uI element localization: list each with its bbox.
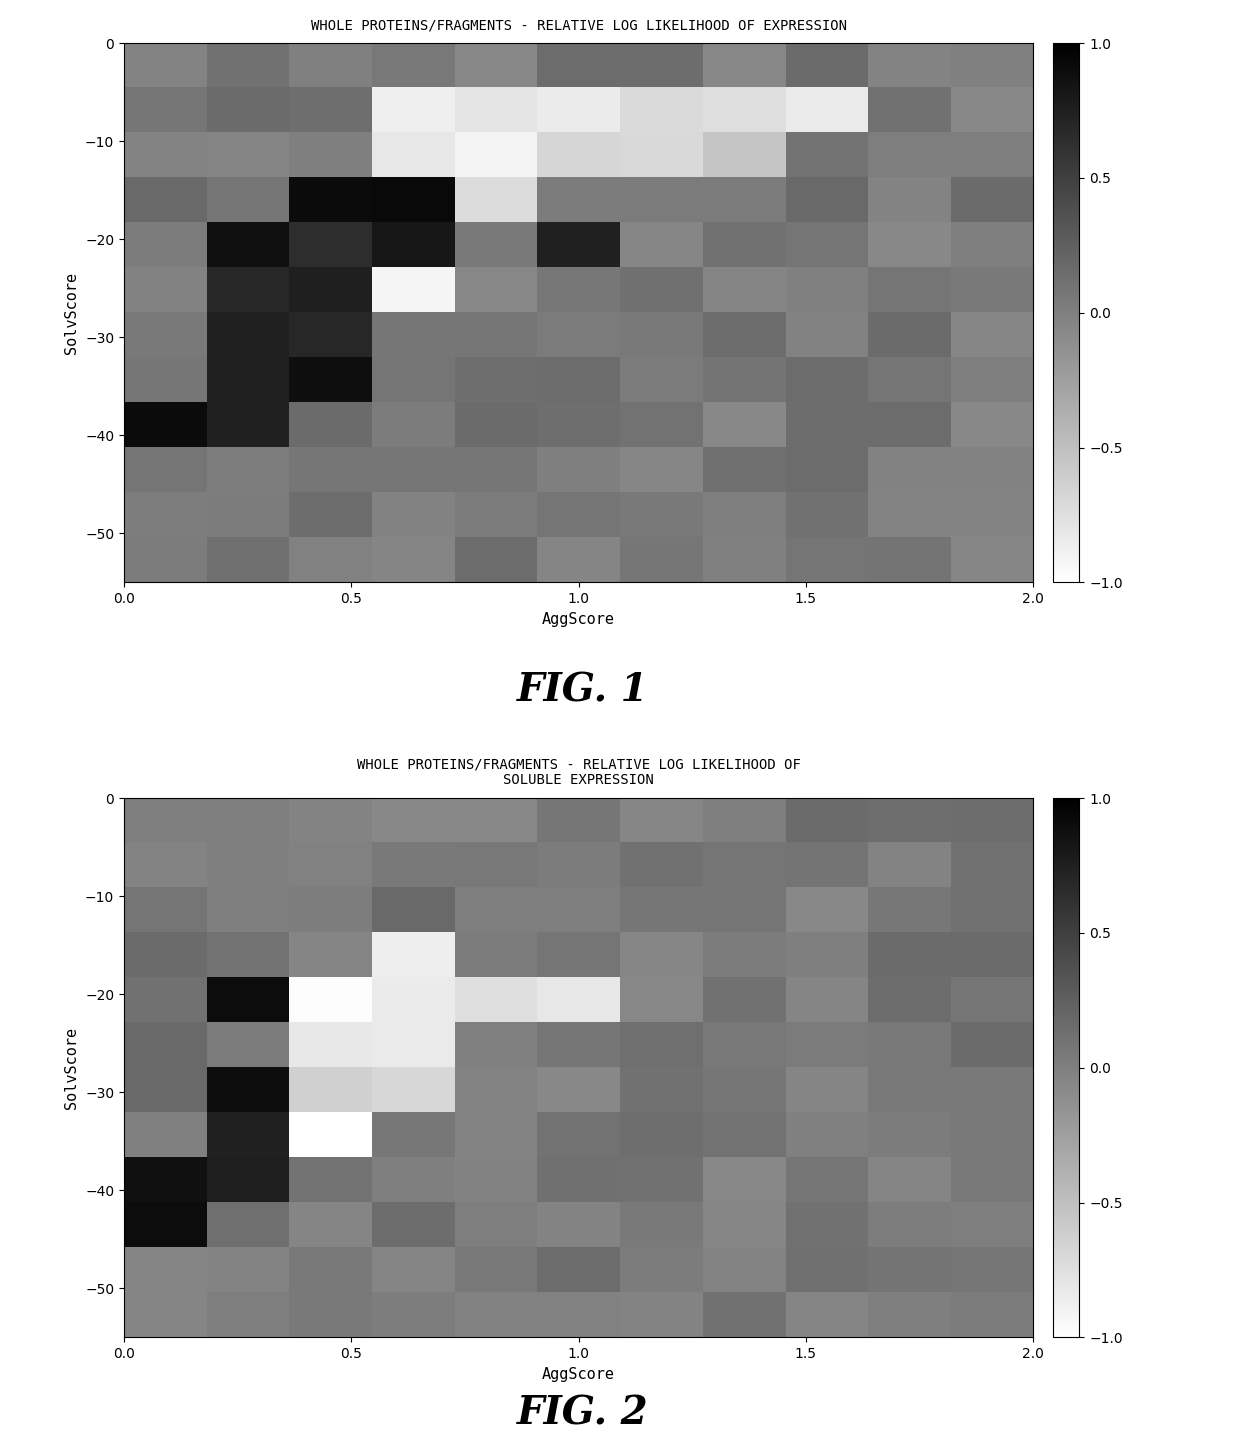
Text: FIG. 1: FIG. 1 bbox=[517, 672, 649, 709]
X-axis label: AggScore: AggScore bbox=[542, 1366, 615, 1382]
X-axis label: AggScore: AggScore bbox=[542, 611, 615, 627]
Title: WHOLE PROTEINS/FRAGMENTS - RELATIVE LOG LIKELIHOOD OF
SOLUBLE EXPRESSION: WHOLE PROTEINS/FRAGMENTS - RELATIVE LOG … bbox=[357, 756, 801, 787]
Title: WHOLE PROTEINS/FRAGMENTS - RELATIVE LOG LIKELIHOOD OF EXPRESSION: WHOLE PROTEINS/FRAGMENTS - RELATIVE LOG … bbox=[310, 19, 847, 32]
Y-axis label: SolvScore: SolvScore bbox=[64, 1027, 79, 1109]
Text: FIG. 2: FIG. 2 bbox=[517, 1395, 649, 1432]
Y-axis label: SolvScore: SolvScore bbox=[64, 272, 79, 354]
